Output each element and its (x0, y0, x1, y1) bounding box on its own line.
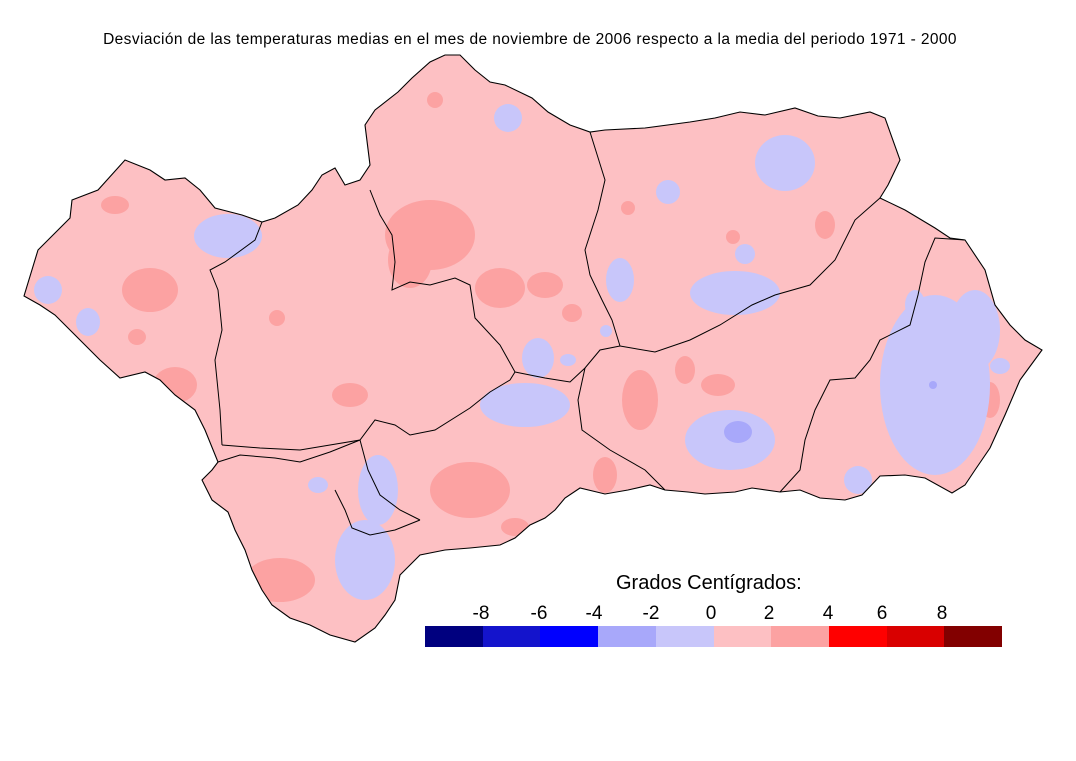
legend-tick: -4 (585, 603, 603, 624)
legend-tick: -2 (642, 603, 660, 624)
legend-tick: 2 (763, 603, 775, 624)
legend-color-bar (425, 626, 1003, 647)
legend-swatch (944, 626, 1003, 647)
cold-patches (724, 381, 937, 443)
legend-tick: 6 (876, 603, 888, 624)
legend-swatch (713, 626, 772, 647)
legend-swatch (425, 626, 483, 647)
legend-swatch (655, 626, 714, 647)
legend-swatch (886, 626, 945, 647)
map-title: Desviación de las temperaturas medias en… (103, 31, 957, 48)
legend-tick: -8 (472, 603, 490, 624)
legend-tick: 4 (822, 603, 834, 624)
province-borders (209, 131, 966, 536)
legend-swatch (598, 626, 656, 647)
legend-swatch (771, 626, 829, 647)
legend-title: Grados Centígrados: (616, 572, 802, 594)
legend-swatch (540, 626, 599, 647)
legend-swatch (482, 626, 541, 647)
legend-tick: -6 (530, 603, 548, 624)
legend-tick: 0 (705, 603, 717, 624)
legend-swatch (828, 626, 887, 647)
legend-tick: 8 (936, 603, 948, 624)
